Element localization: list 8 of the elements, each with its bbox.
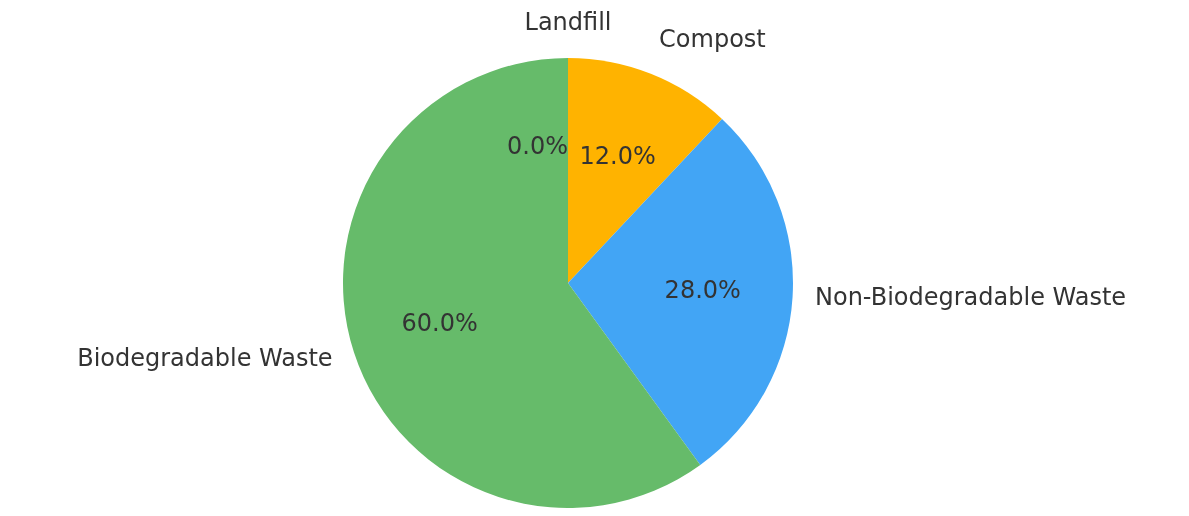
slice-label: Non-Biodegradable Waste [815,282,1127,311]
category-label: Landfill [524,7,612,36]
text: 0.0% [507,132,568,161]
slice-label: Biodegradable Waste [77,343,333,372]
slice-label: Compost [659,25,766,54]
data-label: 60.0% [401,308,478,337]
data-label: 28.0% [664,275,741,304]
data-label: 12.0% [579,141,656,170]
